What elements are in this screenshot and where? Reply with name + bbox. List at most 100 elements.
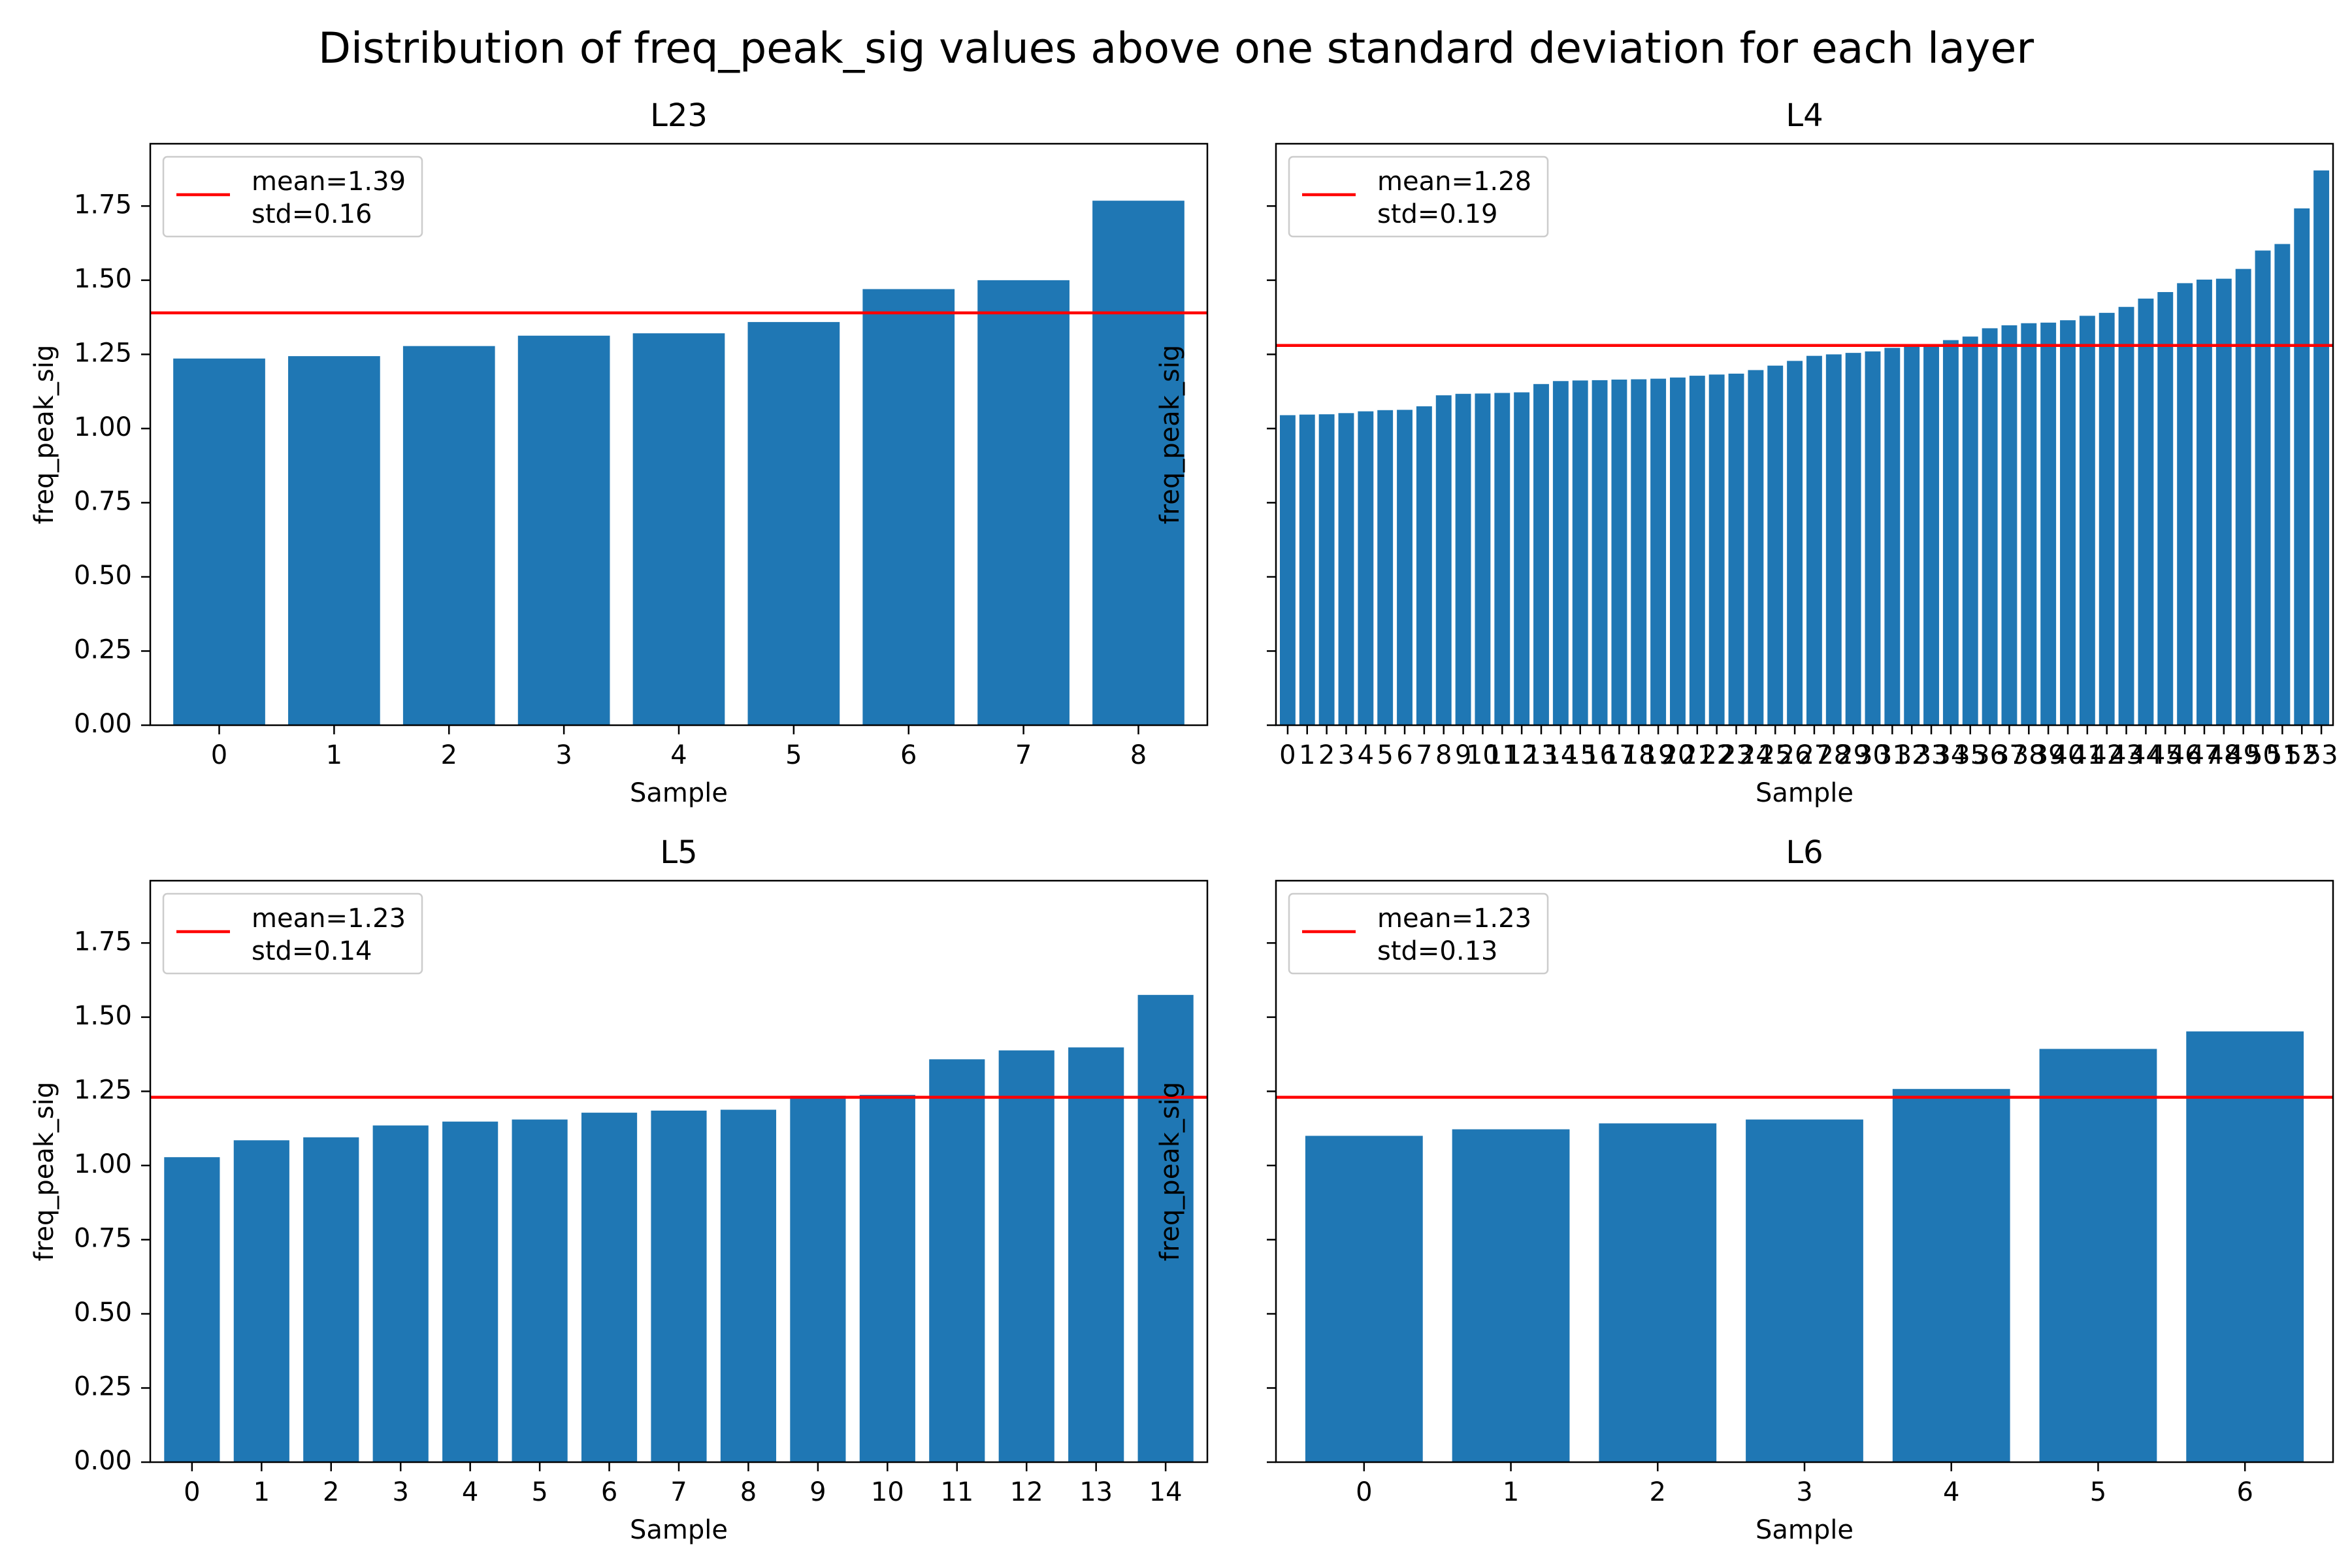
y-tick-label: 0.50 (74, 561, 132, 591)
bar-l23-7 (977, 280, 1070, 725)
x-tick-label: 2 (323, 1477, 339, 1507)
legend-box (162, 155, 423, 238)
bar-l4-47 (2197, 279, 2212, 726)
x-tick-label: 0 (1356, 1477, 1372, 1507)
x-tick-label: 52 (2285, 740, 2319, 770)
x-tick-label: 30 (1856, 740, 1889, 770)
x-tick-label: 51 (2266, 740, 2299, 770)
bar-l4-4 (1358, 411, 1374, 725)
panel-title: L5 (660, 834, 697, 871)
bar-l23-3 (517, 335, 610, 725)
bar-l4-39 (2040, 322, 2057, 725)
bar-l6-4 (1892, 1088, 2010, 1462)
bar-l4-44 (2138, 299, 2154, 725)
bar-l4-27 (1806, 355, 1822, 725)
bar-l4-50 (2255, 250, 2271, 726)
x-tick-label: 49 (2227, 740, 2260, 770)
x-tick-label: 8 (1130, 740, 1147, 770)
bar-l4-14 (1552, 381, 1569, 725)
y-tick-label: 1.75 (74, 926, 132, 956)
x-tick-label: 5 (1377, 740, 1393, 770)
bar-l6-1 (1452, 1129, 1570, 1462)
bar-l23-8 (1092, 201, 1184, 725)
bar-l5-12 (998, 1050, 1054, 1462)
x-tick-label: 4 (1358, 740, 1374, 770)
x-tick-label: 48 (2207, 740, 2240, 770)
bar-l4-31 (1884, 348, 1901, 725)
bar-l23-2 (402, 346, 495, 725)
bar-l6-2 (1599, 1123, 1717, 1462)
x-tick-label: 41 (2070, 740, 2104, 770)
bar-l4-22 (1708, 374, 1725, 725)
x-tick-label: 6 (2236, 1477, 2253, 1507)
legend-std-label: std=0.19 (1377, 199, 1498, 229)
legend-box (162, 892, 423, 975)
bar-l6-3 (1746, 1119, 1863, 1462)
bar-l4-45 (2157, 292, 2174, 725)
bar-l4-42 (2099, 312, 2115, 726)
y-tick-label: 0.50 (74, 1298, 132, 1328)
bar-l4-0 (1279, 415, 1296, 725)
x-tick-label: 23 (1720, 740, 1753, 770)
bar-l4-28 (1825, 354, 1842, 725)
x-tick-label: 14 (1544, 740, 1577, 770)
legend-std-label: std=0.13 (1377, 936, 1498, 966)
x-tick-label: 47 (2188, 740, 2221, 770)
chart-panel-l4: 0 1 2 3 4 5 6 7 8 9101112131415161718192021222324… (1155, 97, 2338, 808)
x-tick-label: 45 (2149, 740, 2182, 770)
x-axis-label: Sample (630, 1515, 728, 1545)
legend-mean-label: mean=1.39 (252, 167, 406, 197)
bar-l4-38 (2021, 323, 2037, 726)
x-tick-label: 19 (1642, 740, 1675, 770)
x-tick-label: 2 (441, 740, 457, 770)
legend-box (1288, 892, 1549, 975)
x-tick-label: 8 (1435, 740, 1452, 770)
y-tick-label: 1.50 (74, 1001, 132, 1031)
bar-l4-13 (1533, 384, 1549, 725)
x-tick-label: 6 (900, 740, 917, 770)
x-tick-label: 42 (2090, 740, 2123, 770)
chart-panel-l23: 0.00 0.25 0.50 0.75 1.00 1.25 1.50 1.75 0 1 2 3 4 5 6 7… (29, 97, 1209, 808)
figure-title: Distribution of freq_peak_sig values abo… (318, 24, 2034, 73)
x-tick-label: 11 (940, 1477, 973, 1507)
x-tick-label: 12 (1010, 1477, 1043, 1507)
x-tick-label: 7 (1416, 740, 1432, 770)
panel-title: L4 (1786, 97, 1823, 134)
bar-l4-17 (1611, 379, 1627, 725)
legend-mean-label: mean=1.28 (1377, 167, 1531, 197)
x-tick-label: 5 (531, 1477, 547, 1507)
bar-l5-5 (512, 1119, 568, 1462)
y-tick-label: 0.25 (74, 1371, 132, 1401)
x-tick-label: 40 (2051, 740, 2085, 770)
bar-l4-26 (1787, 361, 1803, 725)
x-tick-label: 44 (2129, 740, 2163, 770)
legend-mean-label: mean=1.23 (1377, 904, 1531, 934)
x-tick-label: 0 (1279, 740, 1296, 770)
bar-l4-8 (1435, 395, 1452, 725)
bar-l5-6 (581, 1113, 638, 1462)
x-tick-label: 17 (1603, 740, 1636, 770)
y-tick-label: 0.75 (74, 486, 132, 516)
bar-l4-20 (1670, 377, 1686, 725)
x-tick-label: 53 (2305, 740, 2338, 770)
bar-l4-53 (2313, 170, 2330, 725)
x-tick-label: 22 (1700, 740, 1733, 770)
bar-l4-40 (2060, 320, 2076, 725)
panel-title: L23 (650, 97, 708, 134)
x-tick-label: 5 (2090, 1477, 2106, 1507)
bar-l4-36 (1982, 328, 1998, 725)
bar-l4-37 (2001, 325, 2017, 725)
x-tick-label: 16 (1583, 740, 1616, 770)
x-tick-label: 26 (1778, 740, 1812, 770)
x-tick-label: 0 (211, 740, 227, 770)
bar-l4-25 (1767, 365, 1784, 725)
x-tick-label: 3 (1796, 1477, 1812, 1507)
x-tick-label: 2 (1650, 1477, 1666, 1507)
bar-l4-41 (2079, 316, 2095, 725)
bar-l4-18 (1631, 379, 1647, 725)
x-tick-label: 27 (1797, 740, 1831, 770)
